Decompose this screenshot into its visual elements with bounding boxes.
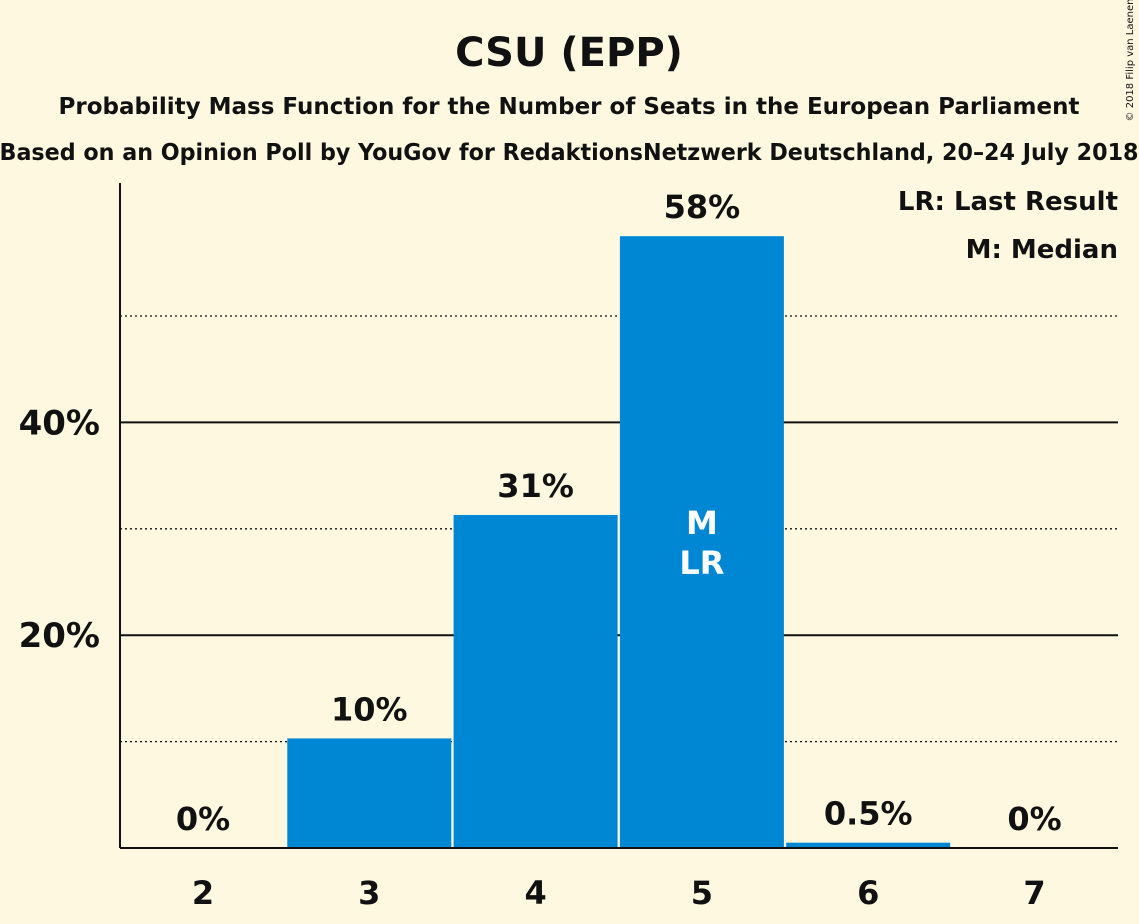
data-label-4: 31%: [497, 467, 574, 505]
bar-3: [287, 738, 452, 848]
copyright-text: © 2018 Filip van Laenen: [1125, 0, 1136, 121]
data-label-7: 0%: [1007, 800, 1061, 838]
x-tick-label-7: 7: [1023, 874, 1045, 912]
x-tick-label-4: 4: [524, 874, 546, 912]
y-tick-label: 20%: [19, 616, 100, 656]
legend-last-result: LR: Last Result: [898, 187, 1118, 217]
data-label-6: 0.5%: [824, 795, 913, 833]
bar-marker-m: M: [686, 504, 718, 542]
bar-marker-lr: LR: [679, 544, 724, 582]
data-label-2: 0%: [176, 800, 230, 838]
bar-4: [453, 514, 618, 848]
x-tick-label-6: 6: [857, 874, 879, 912]
legend-median: M: Median: [966, 235, 1118, 265]
y-tick-label: 40%: [19, 403, 100, 443]
chart-subtitle: Probability Mass Function for the Number…: [59, 94, 1080, 120]
data-label-3: 10%: [331, 690, 408, 728]
data-label-5: 58%: [664, 188, 741, 226]
x-tick-label-5: 5: [691, 874, 713, 912]
bar-6: [786, 842, 951, 848]
x-tick-label-2: 2: [192, 874, 214, 912]
chart-title: CSU (EPP): [455, 30, 683, 76]
bar-5: [619, 236, 784, 848]
chart-subtitle-2: Based on an Opinion Poll by YouGov for R…: [0, 140, 1139, 166]
x-tick-label-3: 3: [358, 874, 380, 912]
